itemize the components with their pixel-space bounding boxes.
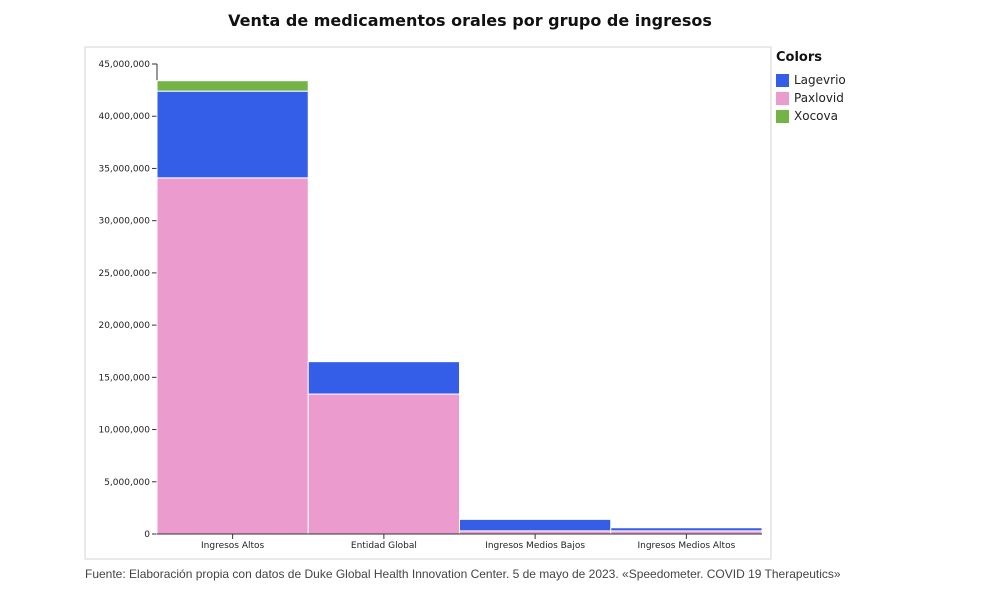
legend-item-paxlovid[interactable]: Paxlovid [776,89,846,107]
x-tick-label: Ingresos Medios Altos [637,541,735,551]
y-axis: 0 5,000,000 10,000,000 15,000,000 20,000,000… [98,60,158,540]
y-tick-label: 30,000,000 [98,217,150,227]
y-tick-label: 10,000,000 [98,426,150,436]
legend-swatch-lagevrio [776,73,789,87]
legend-label-xocova: Xocova [794,109,838,123]
legend-swatch-xocova [776,109,789,123]
y-tick-label: 20,000,000 [98,321,150,331]
bar-lagevrio-entidad-global[interactable] [307,361,460,395]
legend-item-lagevrio[interactable]: Lagevrio [776,71,846,89]
bar-lagevrio-ingresos-medios-altos[interactable] [610,527,763,532]
y-tick-label: 35,000,000 [98,164,150,174]
legend-label-paxlovid: Paxlovid [794,91,844,105]
chart-title: Venta de medicamentos orales por grupo d… [228,11,712,30]
source-footer: Fuente: Elaboración propia con datos de … [85,567,841,581]
y-tick-label: 15,000,000 [98,373,150,383]
y-tick-label: 40,000,000 [98,112,150,122]
bar-lagevrio-ingresos-medios-bajos[interactable] [459,518,612,532]
y-tick-label: 0 [144,530,150,540]
legend: Colors Lagevrio Paxlovid Xocova [776,50,846,125]
x-tick-label: Entidad Global [351,541,417,551]
bar-paxlovid-ingresos-altos[interactable] [156,177,309,535]
bars [156,80,763,535]
plot-frame [84,46,772,560]
y-tick-label: 5,000,000 [104,478,150,488]
bar-paxlovid-entidad-global[interactable] [307,393,460,535]
x-tick-label: Ingresos Altos [201,541,265,551]
x-axis: Ingresos Altos Entidad Global Ingresos Med… [157,533,762,551]
y-tick-label: 25,000,000 [98,269,150,279]
legend-label-lagevrio: Lagevrio [794,73,846,87]
bar-lagevrio-ingresos-altos[interactable] [156,90,309,179]
legend-title: Colors [776,50,823,65]
legend-item-xocova[interactable]: Xocova [776,107,846,125]
y-tick-label: 45,000,000 [98,60,150,70]
bar-xocova-ingresos-altos[interactable] [156,80,309,92]
x-tick-label: Ingresos Medios Bajos [485,541,585,551]
legend-swatch-paxlovid [776,91,789,105]
